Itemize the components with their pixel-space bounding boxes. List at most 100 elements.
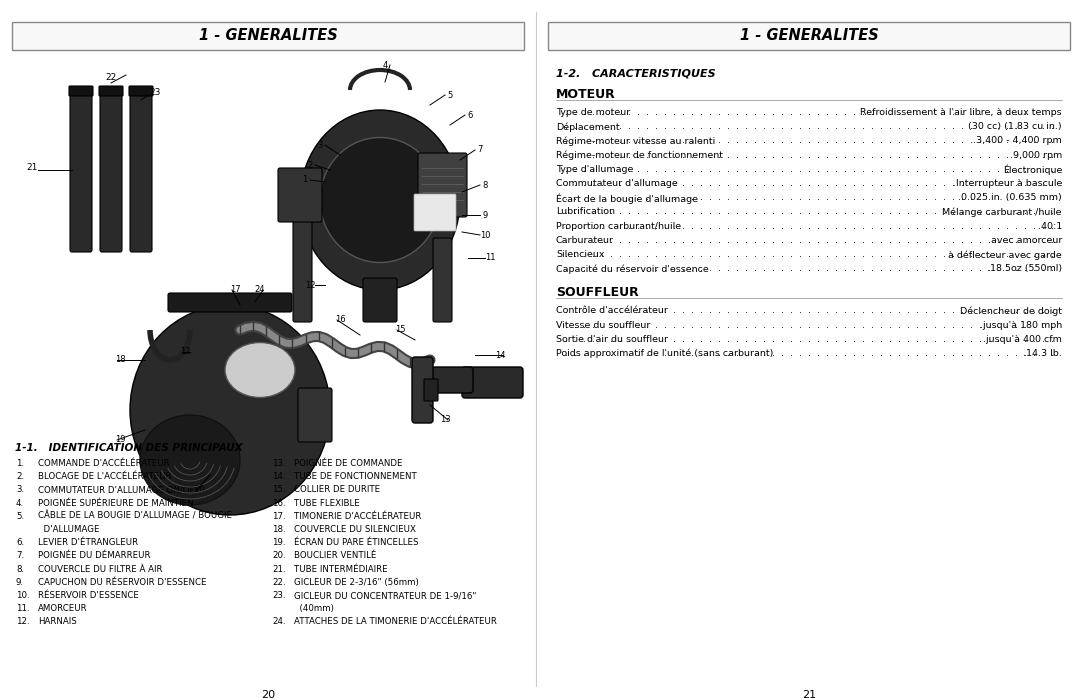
Text: SOUFFLEUR: SOUFFLEUR <box>556 286 638 299</box>
Text: 7.: 7. <box>16 551 24 560</box>
Text: COLLIER DE DURITE: COLLIER DE DURITE <box>294 485 380 494</box>
Text: .  .  .  .  .  .  .  .  .  .  .  .  .  .  .  .  .  .  .  .  .  .  .  .  .  .  . : . . . . . . . . . . . . . . . . . . . . … <box>562 136 1056 145</box>
Text: CÂBLE DE LA BOUGIE D'ALLUMAGE / BOUGIE: CÂBLE DE LA BOUGIE D'ALLUMAGE / BOUGIE <box>38 512 232 521</box>
FancyBboxPatch shape <box>298 388 332 442</box>
Text: .  .  .  .  .  .  .  .  .  .  .  .  .  .  .  .  .  .  .  .  .  .  .  .  .  .  . : . . . . . . . . . . . . . . . . . . . . … <box>562 207 1056 216</box>
Text: Écart de la bougie d'allumage: Écart de la bougie d'allumage <box>556 193 698 204</box>
FancyBboxPatch shape <box>414 194 456 231</box>
Text: 6.: 6. <box>16 538 24 547</box>
Text: .  .  .  .  .  .  .  .  .  .  .  .  .  .  .  .  .  .  .  .  .  .  .  .  .  .  . : . . . . . . . . . . . . . . . . . . . . … <box>562 265 1056 273</box>
Text: .40:1: .40:1 <box>1038 221 1062 230</box>
Text: Carburateur: Carburateur <box>556 236 615 245</box>
Text: .  .  .  .  .  .  .  .  .  .  .  .  .  .  .  .  .  .  .  .  .  .  .  .  .  .  . : . . . . . . . . . . . . . . . . . . . . … <box>562 250 1056 259</box>
FancyBboxPatch shape <box>293 208 312 322</box>
Text: .3,400 - 4,400 rpm: .3,400 - 4,400 rpm <box>973 136 1062 145</box>
Text: 17.: 17. <box>272 512 285 521</box>
Text: 1-2.   CARACTERISTIQUES: 1-2. CARACTERISTIQUES <box>556 68 716 78</box>
Text: 23: 23 <box>149 88 160 97</box>
Text: .18.5oz (550ml): .18.5oz (550ml) <box>987 265 1062 273</box>
Text: CAPUCHON DU RÉSERVOIR D'ESSENCE: CAPUCHON DU RÉSERVOIR D'ESSENCE <box>38 578 206 587</box>
Text: BOUCLIER VENTILÉ: BOUCLIER VENTILÉ <box>294 551 376 560</box>
Text: Sortie d'air du souffleur: Sortie d'air du souffleur <box>556 335 669 344</box>
Text: 13: 13 <box>440 415 450 424</box>
Text: 1 - GENERALITES: 1 - GENERALITES <box>740 29 878 43</box>
Text: 4: 4 <box>382 61 388 70</box>
Text: .0.025 in. (0.635 mm): .0.025 in. (0.635 mm) <box>958 193 1062 202</box>
Text: 11.: 11. <box>16 604 29 614</box>
Text: ATTACHES DE LA TIMONERIE D'ACCÉLÉRATEUR: ATTACHES DE LA TIMONERIE D'ACCÉLÉRATEUR <box>294 618 497 626</box>
Bar <box>548 22 1070 50</box>
Text: 11: 11 <box>485 253 496 262</box>
Text: 12.: 12. <box>16 618 29 626</box>
Text: Régime-moteur vitesse au ralenti: Régime-moteur vitesse au ralenti <box>556 136 715 146</box>
Text: 15.: 15. <box>272 485 285 494</box>
Ellipse shape <box>300 110 460 290</box>
Text: .jusqu'à 180 mph: .jusqu'à 180 mph <box>980 320 1062 329</box>
Text: 17: 17 <box>230 285 241 295</box>
Text: 16: 16 <box>335 315 346 325</box>
Text: .  .  .  .  .  .  .  .  .  .  .  .  .  .  .  .  .  .  .  .  .  .  .  .  .  .  . : . . . . . . . . . . . . . . . . . . . . … <box>562 221 1056 230</box>
Text: Contrôle d'accélérateur: Contrôle d'accélérateur <box>556 306 667 315</box>
Text: .jusqu'à 400 cfm: .jusqu'à 400 cfm <box>983 335 1062 344</box>
Text: 21: 21 <box>802 690 816 698</box>
Text: BLOCAGE DE L'ACCÉLÉRATEUR: BLOCAGE DE L'ACCÉLÉRATEUR <box>38 473 172 481</box>
Text: Commutateur d'allumage: Commutateur d'allumage <box>556 179 678 188</box>
Text: .Interrupteur à bascule: .Interrupteur à bascule <box>953 179 1062 188</box>
FancyBboxPatch shape <box>168 293 292 312</box>
Text: 23.: 23. <box>272 591 285 600</box>
Text: TUBE DE FONCTIONNEMENT: TUBE DE FONCTIONNEMENT <box>294 473 417 481</box>
Bar <box>12 22 524 50</box>
Text: 3: 3 <box>318 140 323 149</box>
Text: 10.: 10. <box>16 591 29 600</box>
Text: .  .  .  .  .  .  .  .  .  .  .  .  .  .  .  .  .  .  .  .  .  .  .  .  .  .  . : . . . . . . . . . . . . . . . . . . . . … <box>562 122 1056 131</box>
Text: 1.: 1. <box>16 459 24 468</box>
Text: 22: 22 <box>106 73 117 82</box>
Text: 24.: 24. <box>272 618 285 626</box>
Text: .  .  .  .  .  .  .  .  .  .  .  .  .  .  .  .  .  .  .  .  .  .  .  .  .  .  . : . . . . . . . . . . . . . . . . . . . . … <box>562 335 1056 344</box>
Text: 16.: 16. <box>272 498 285 507</box>
Text: MOTEUR: MOTEUR <box>556 88 616 101</box>
FancyBboxPatch shape <box>433 238 453 322</box>
FancyBboxPatch shape <box>411 357 433 423</box>
Text: 7: 7 <box>477 145 483 154</box>
Text: 3.: 3. <box>16 485 24 494</box>
FancyBboxPatch shape <box>417 367 473 393</box>
Text: Silencieux: Silencieux <box>556 250 605 259</box>
Text: .  .  .  .  .  .  .  .  .  .  .  .  .  .  .  .  .  .  .  .  .  .  .  .  .  .  . : . . . . . . . . . . . . . . . . . . . . … <box>562 165 1056 174</box>
Text: Déplacement: Déplacement <box>556 122 620 132</box>
Text: .  .  .  .  .  .  .  .  .  .  .  .  .  .  .  .  .  .  .  .  .  .  .  .  .  .  . : . . . . . . . . . . . . . . . . . . . . … <box>562 193 1056 202</box>
FancyBboxPatch shape <box>130 93 152 252</box>
Text: TIMONERIE D'ACCÉLÉRATEUR: TIMONERIE D'ACCÉLÉRATEUR <box>294 512 421 521</box>
FancyBboxPatch shape <box>424 379 438 401</box>
FancyBboxPatch shape <box>100 93 122 252</box>
Text: .  .  .  .  .  .  .  .  .  .  .  .  .  .  .  .  .  .  .  .  .  .  .  .  .  .  . : . . . . . . . . . . . . . . . . . . . . … <box>562 151 1056 160</box>
Text: Type d'allumage: Type d'allumage <box>556 165 633 174</box>
Text: 18.: 18. <box>272 525 285 534</box>
Text: 1 - GENERALITES: 1 - GENERALITES <box>199 29 337 43</box>
Text: Électronique: Électronique <box>1002 165 1062 175</box>
FancyBboxPatch shape <box>363 278 397 322</box>
Text: 18: 18 <box>114 355 125 364</box>
Text: 24: 24 <box>255 285 266 295</box>
Text: COUVERCLE DU SILENCIEUX: COUVERCLE DU SILENCIEUX <box>294 525 416 534</box>
Text: POIGNÉE DE COMMANDE: POIGNÉE DE COMMANDE <box>294 459 403 468</box>
Text: 2.: 2. <box>16 473 24 481</box>
Text: ÉCRAN DU PARE ÉTINCELLES: ÉCRAN DU PARE ÉTINCELLES <box>294 538 419 547</box>
Text: LEVIER D'ÉTRANGLEUR: LEVIER D'ÉTRANGLEUR <box>38 538 138 547</box>
Text: 14.: 14. <box>272 473 285 481</box>
Text: Type de moteur: Type de moteur <box>556 108 631 117</box>
Text: 20: 20 <box>261 690 275 698</box>
Text: 14: 14 <box>495 350 505 359</box>
Text: GICLEUR DE 2-3/16" (56mm): GICLEUR DE 2-3/16" (56mm) <box>294 578 419 587</box>
Text: Poids approximatif de l'unité (sans carburant): Poids approximatif de l'unité (sans carb… <box>556 349 773 359</box>
Ellipse shape <box>225 343 295 397</box>
Ellipse shape <box>130 305 330 515</box>
Text: COMMUTATEUR D'ALLUMAGE ON/OFF: COMMUTATEUR D'ALLUMAGE ON/OFF <box>38 485 200 494</box>
Text: POIGNÉE DU DÉMARREUR: POIGNÉE DU DÉMARREUR <box>38 551 150 560</box>
Text: .9,000 rpm: .9,000 rpm <box>1010 151 1062 160</box>
Text: POIGNÉE SUPÉRIEURE DE MAINTIEN: POIGNÉE SUPÉRIEURE DE MAINTIEN <box>38 498 193 507</box>
Text: Déclencheur de doigt: Déclencheur de doigt <box>960 306 1062 316</box>
Text: 19: 19 <box>114 436 125 445</box>
Text: .14.3 lb.: .14.3 lb. <box>1023 349 1062 358</box>
Text: .  .  .  .  .  .  .  .  .  .  .  .  .  .  .  .  .  .  .  .  .  .  .  .  .  .  . : . . . . . . . . . . . . . . . . . . . . … <box>562 179 1056 188</box>
